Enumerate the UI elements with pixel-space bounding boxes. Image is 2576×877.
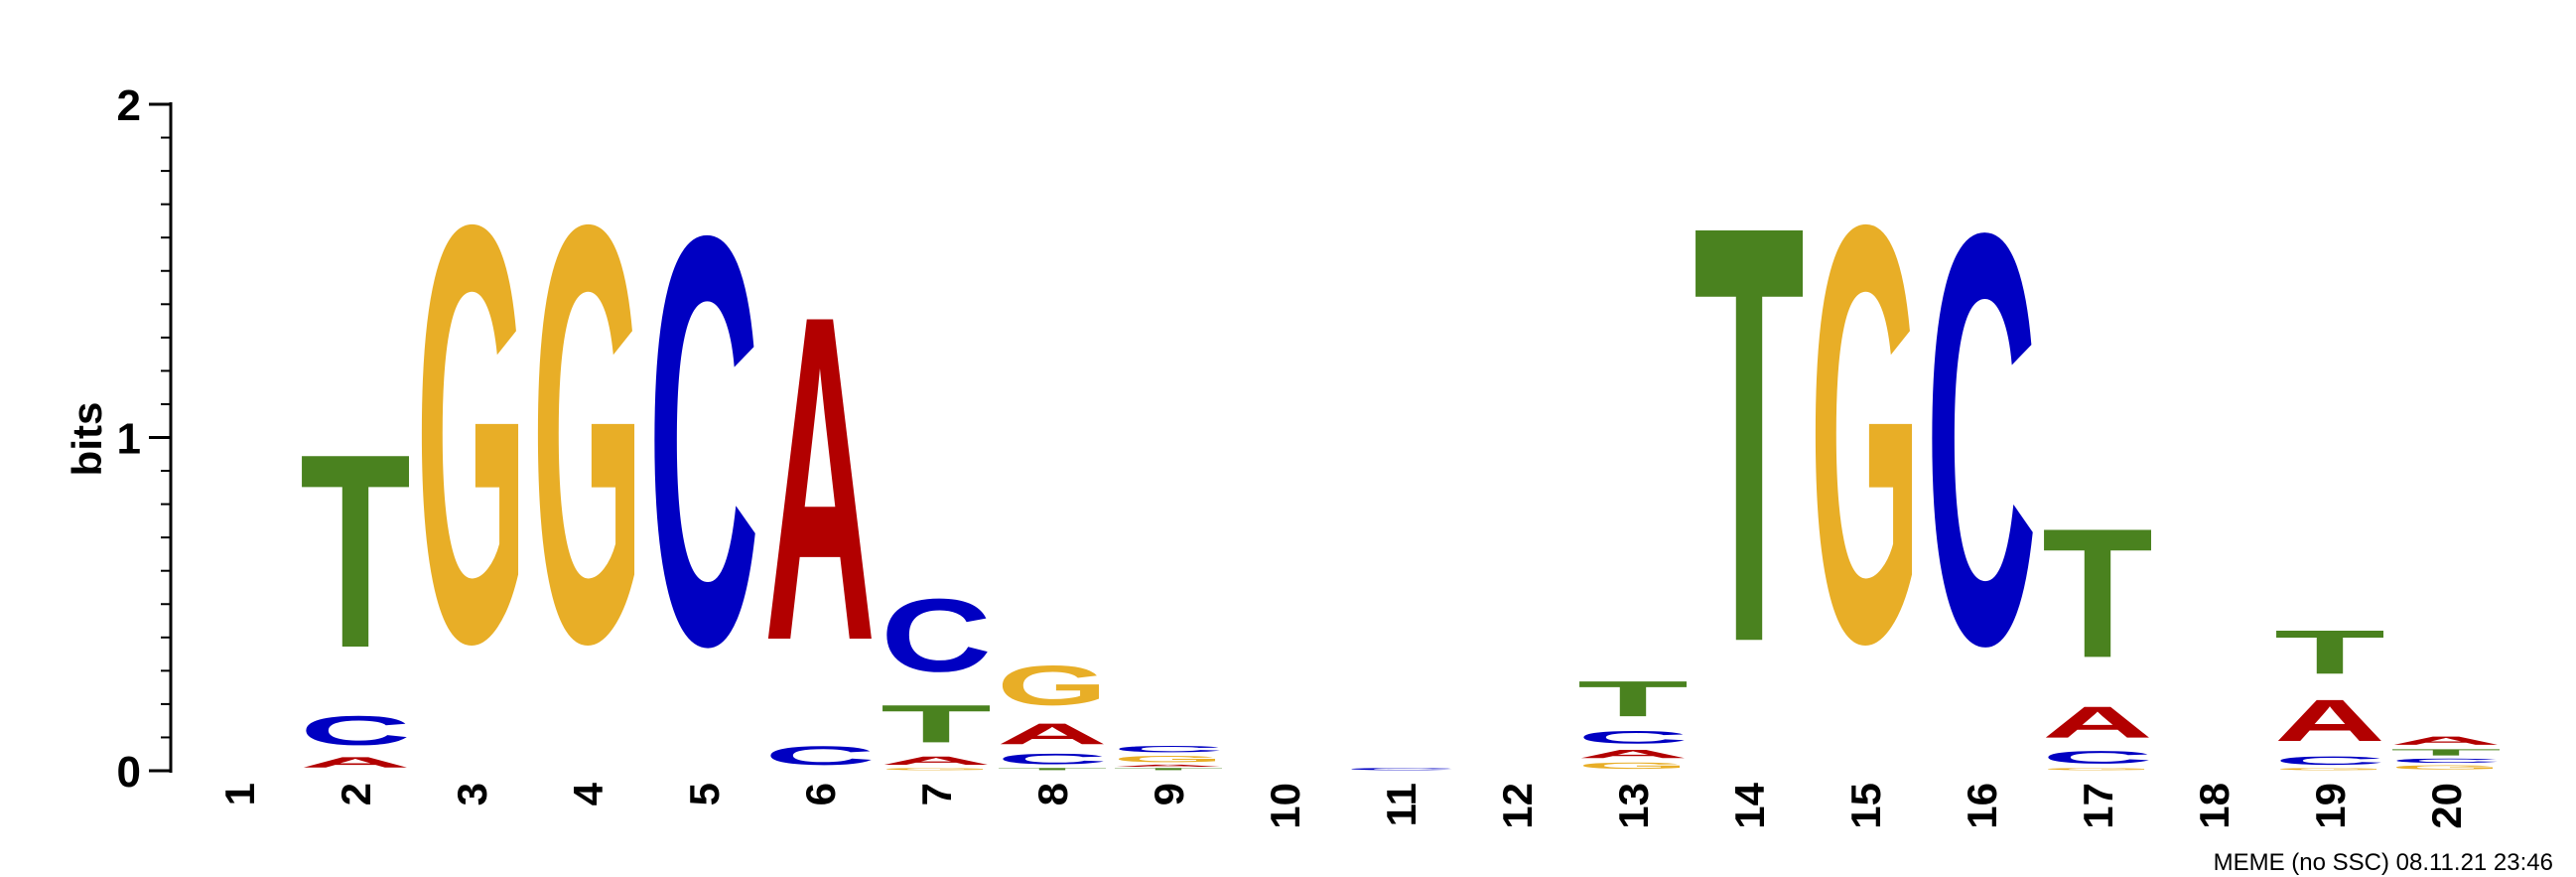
logo-letter-g: G [997,655,1108,717]
x-tick-label: 12 [1494,783,1541,829]
logo-letter-a: A [300,754,411,771]
logo-letter-t: T [2390,748,2502,758]
logo-letter-a: A [2390,734,2502,747]
logo-letter-t: T [1577,670,1689,727]
logo-letter-c: C [764,741,876,771]
logo-letter-t: T [1694,101,1805,766]
logo-letter-a: A [997,717,1108,751]
x-tick-label: 9 [1146,783,1192,805]
logo-letter-t: T [2274,618,2385,687]
logo-letter-a: A [764,219,876,737]
logo-letter-a: A [881,754,992,767]
logo-letter-g: G [1810,103,1921,767]
x-tick-label: 15 [1842,783,1889,829]
logo-letter-c: C [997,751,1108,768]
x-tick-label: 6 [797,783,844,805]
x-tick-label: 19 [2307,783,2354,829]
x-axis-labels: 1 2 3 4 5 6 7 8 9 10 11 12 13 14 15 16 17 18 19 20 [216,782,2470,828]
logo-letter-a: A [1113,764,1224,767]
logo-letter-g: G [532,103,643,767]
logo-letter-a: A [2042,697,2153,747]
y-tick-label: 0 [117,748,141,797]
x-tick-label: 14 [1726,782,1773,828]
logo-letter-a: A [2274,687,2385,754]
x-tick-label: 4 [565,782,611,805]
logo-letter-g: G [2390,764,2502,771]
y-tick-label: 2 [117,81,141,130]
logo-letter-g: G [1577,761,1689,771]
x-tick-label: 20 [2423,783,2470,829]
logo-letter-c: C [300,707,411,754]
logo-letter-a: A [1577,748,1689,761]
logo-letter-c: C [1345,768,1456,771]
x-tick-label: 18 [2191,783,2237,829]
y-axis-label: bits [64,402,110,477]
logo-letter-t: T [881,694,992,754]
logo-letter-c: C [1577,727,1689,747]
y-tick-label: 1 [117,415,141,464]
logo-letter-g: G [1113,754,1224,764]
x-tick-label: 11 [1378,783,1424,826]
x-tick-label: 2 [333,783,379,805]
logo-letter-c: C [2274,754,2385,767]
logo-letter-g: G [2042,768,2153,771]
logo-letter-g: G [881,768,992,771]
x-tick-label: 16 [1959,783,2005,829]
logo-letter-g: G [2274,768,2385,771]
logo-letter-t: T [1113,768,1224,771]
logo-letter-c: C [881,578,992,694]
logo-letter-g: G [416,103,527,767]
x-tick-label: 7 [913,783,960,805]
logo-letter-c: C [648,114,759,766]
x-tick-label: 5 [681,783,728,805]
y-axis: 0 1 2 [117,81,173,797]
logo-letter-c: C [1926,112,2037,767]
logo-letter-t: T [300,396,411,705]
logo-letter-t: T [2042,491,2153,696]
logo-letter-t: T [997,768,1108,771]
x-tick-label: 1 [216,783,263,805]
x-tick-label: 10 [1262,783,1308,829]
footer-stamp: MEME (no SSC) 08.11.21 23:46 [2214,849,2553,876]
logo-letter-c: C [2042,748,2153,768]
logo-letter-c: C [1113,744,1224,754]
x-tick-label: 8 [1029,783,1076,805]
x-tick-label: 17 [2075,783,2121,829]
logo-letter-c: C [2390,758,2502,765]
x-tick-label: 13 [1610,783,1657,829]
x-tick-label: 3 [449,783,495,805]
